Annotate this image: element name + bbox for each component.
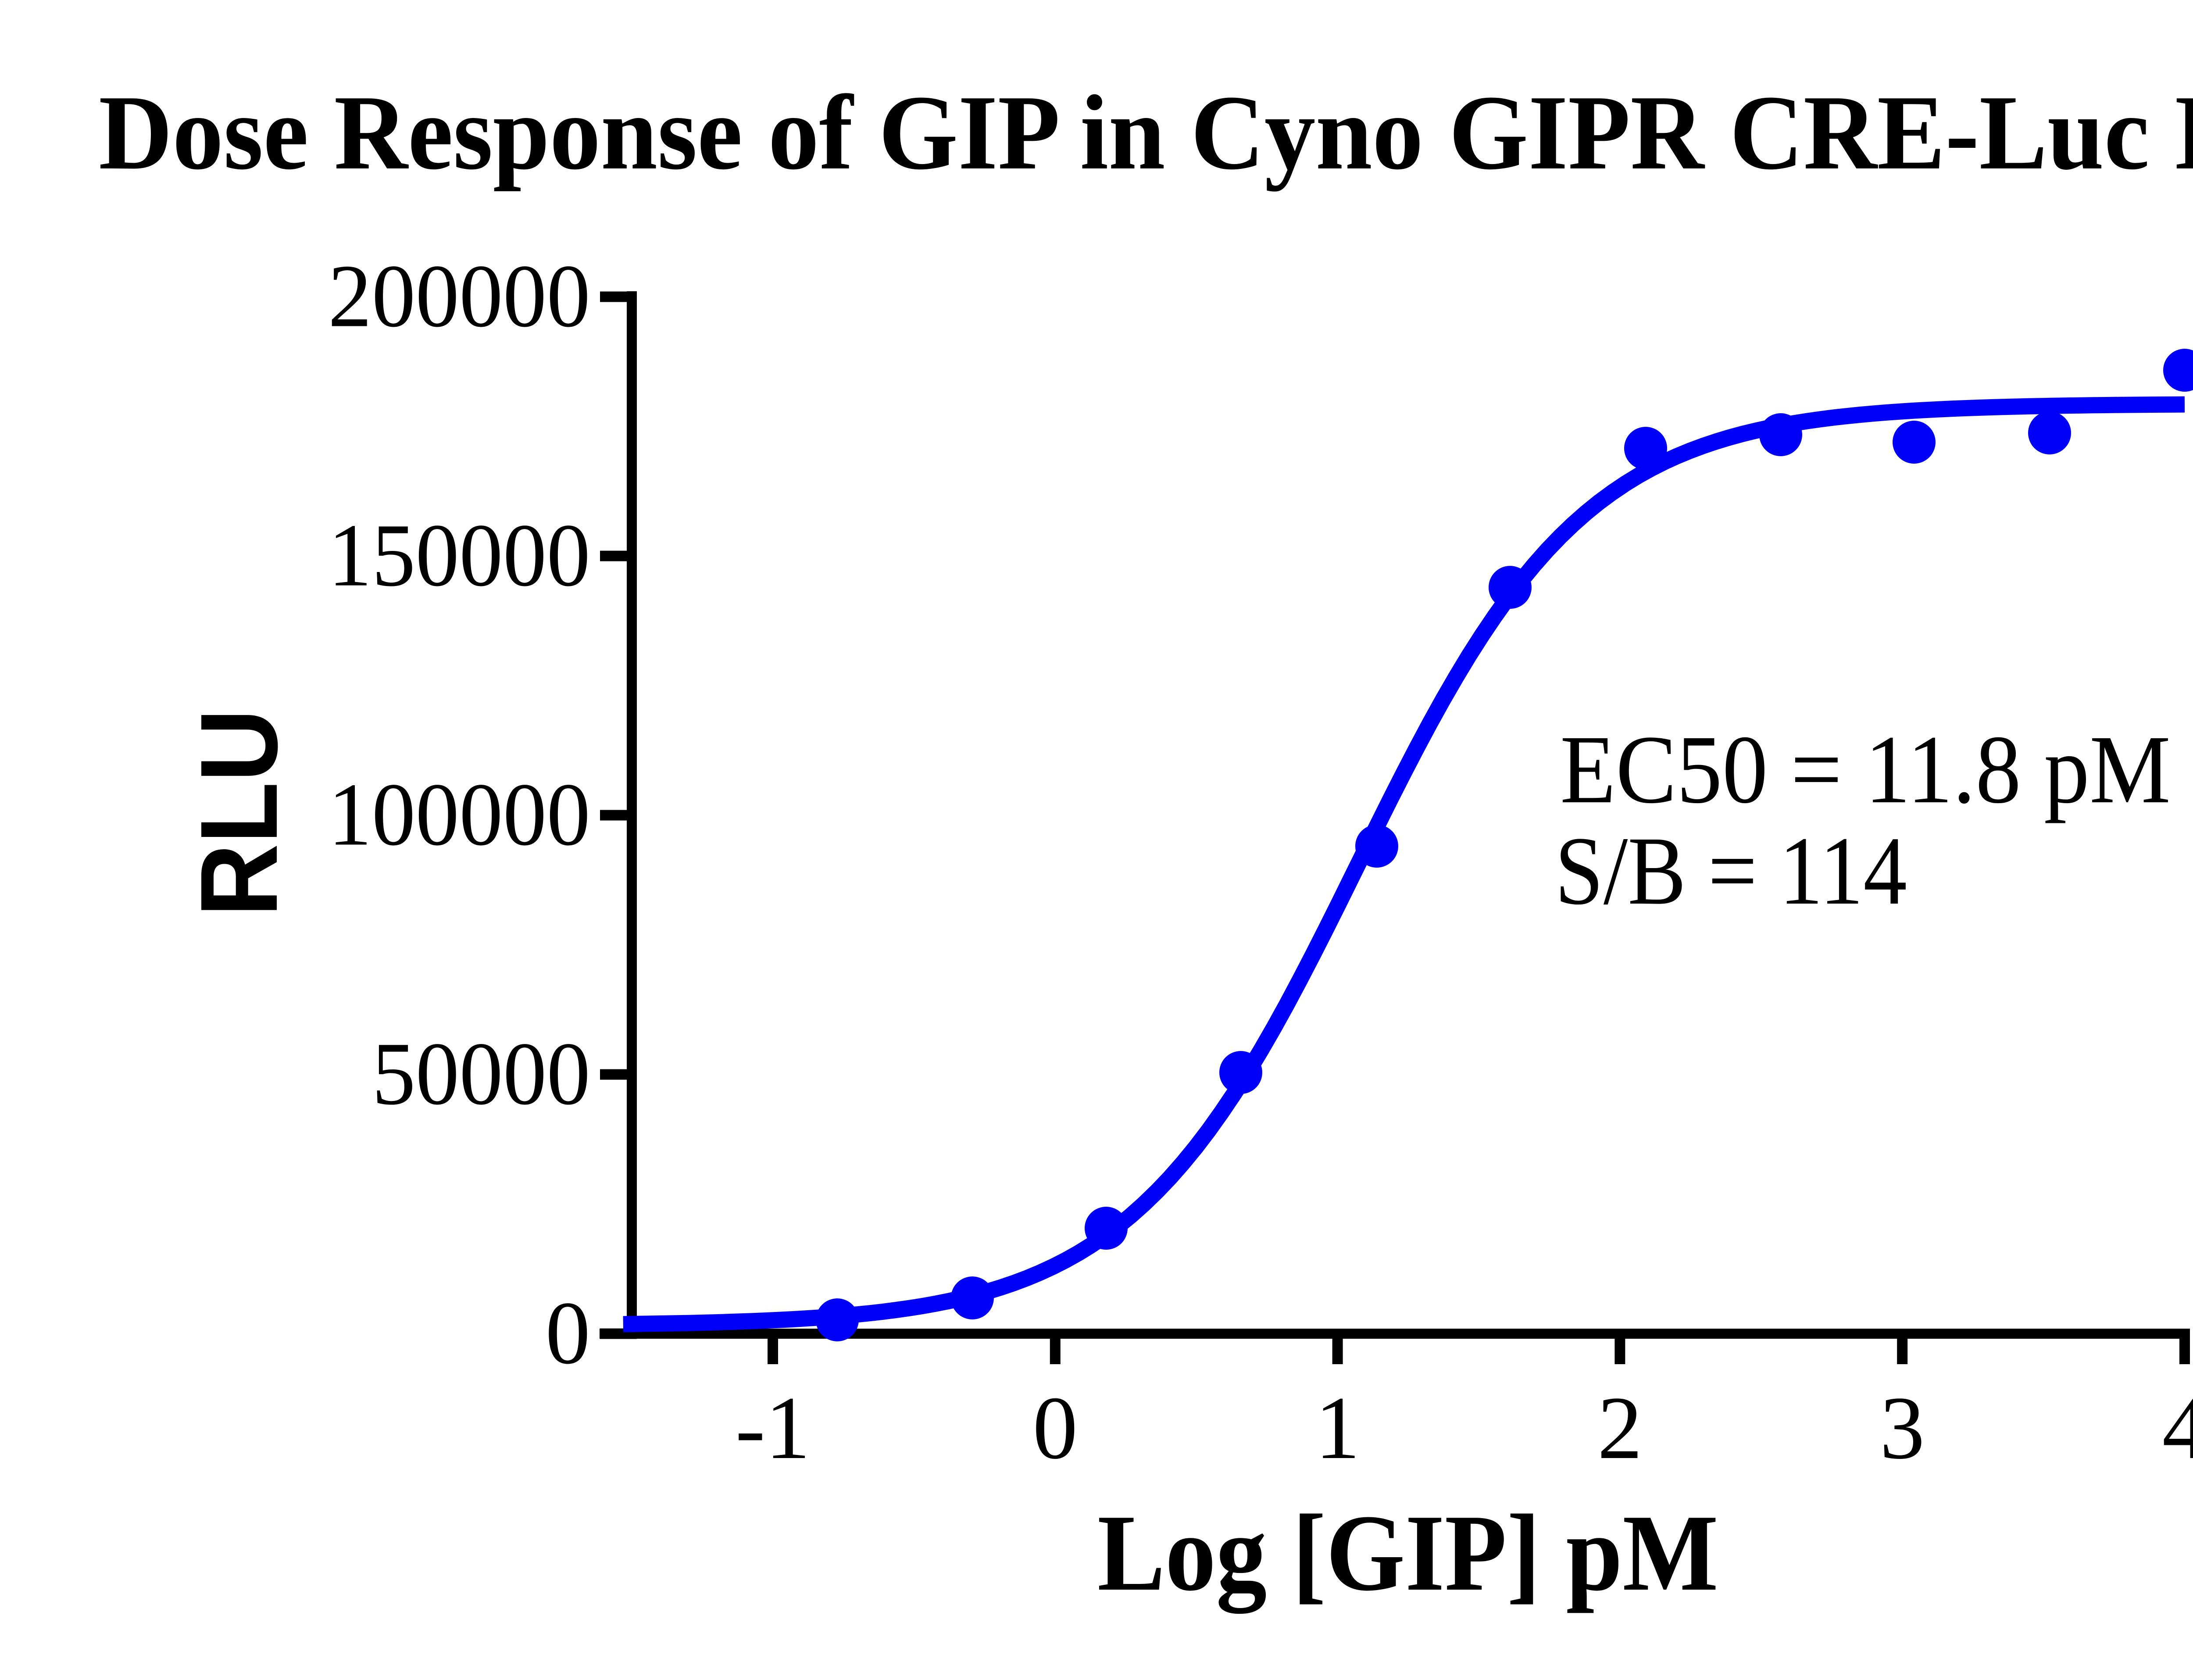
svg-text:2: 2 xyxy=(1597,1378,1643,1478)
svg-text:100000: 100000 xyxy=(328,765,590,865)
svg-text:1: 1 xyxy=(1315,1378,1360,1478)
svg-text:RLU: RLU xyxy=(178,709,300,917)
svg-text:3: 3 xyxy=(1880,1378,1925,1478)
svg-text:0: 0 xyxy=(1033,1378,1078,1478)
svg-text:-1: -1 xyxy=(736,1378,811,1478)
svg-text:150000: 150000 xyxy=(328,506,590,605)
svg-text:0: 0 xyxy=(546,1283,591,1383)
svg-text:Log [GIP] pM: Log [GIP] pM xyxy=(1097,1492,1718,1614)
svg-text:Dose Response of GIP in Cyno G: Dose Response of GIP in Cyno GIPR CRE-Lu… xyxy=(99,73,2193,192)
svg-text:EC50 = 11.8 pM: EC50 = 11.8 pM xyxy=(1560,715,2171,824)
svg-text:50000: 50000 xyxy=(372,1024,590,1124)
svg-text:200000: 200000 xyxy=(328,247,590,346)
svg-text:S/B = 114: S/B = 114 xyxy=(1555,817,1907,925)
svg-text:4: 4 xyxy=(2162,1378,2193,1478)
